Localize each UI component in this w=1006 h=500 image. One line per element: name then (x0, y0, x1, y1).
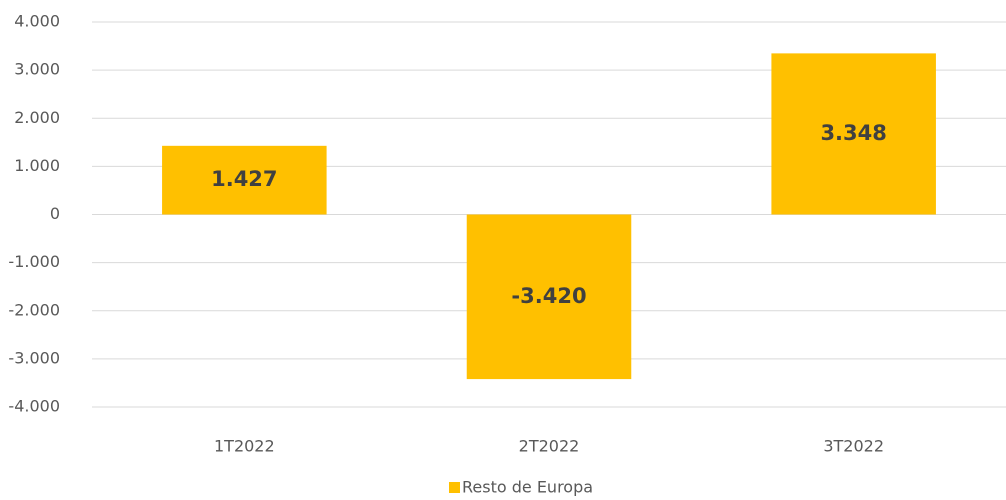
data-label: -3.420 (511, 284, 586, 308)
y-tick-label: -4.000 (8, 397, 60, 416)
x-tick-label: 2T2022 (519, 437, 580, 456)
y-tick-label: -1.000 (8, 252, 60, 271)
legend-label: Resto de Europa (462, 478, 593, 497)
y-tick-label: 4.000 (14, 12, 60, 31)
y-tick-label: 2.000 (14, 108, 60, 127)
data-label: 3.348 (820, 121, 886, 145)
y-tick-label: 3.000 (14, 60, 60, 79)
bar (466, 214, 632, 380)
y-tick-label: -3.000 (8, 348, 60, 367)
x-tick-label: 3T2022 (823, 437, 884, 456)
y-tick-label: 0 (50, 204, 60, 223)
bar (771, 53, 936, 215)
bar (162, 145, 327, 215)
legend-swatch (449, 482, 460, 493)
y-tick-label: 1.000 (14, 156, 60, 175)
data-label: 1.427 (211, 167, 277, 191)
y-tick-label: -2.000 (8, 300, 60, 319)
x-tick-label: 1T2022 (214, 437, 275, 456)
